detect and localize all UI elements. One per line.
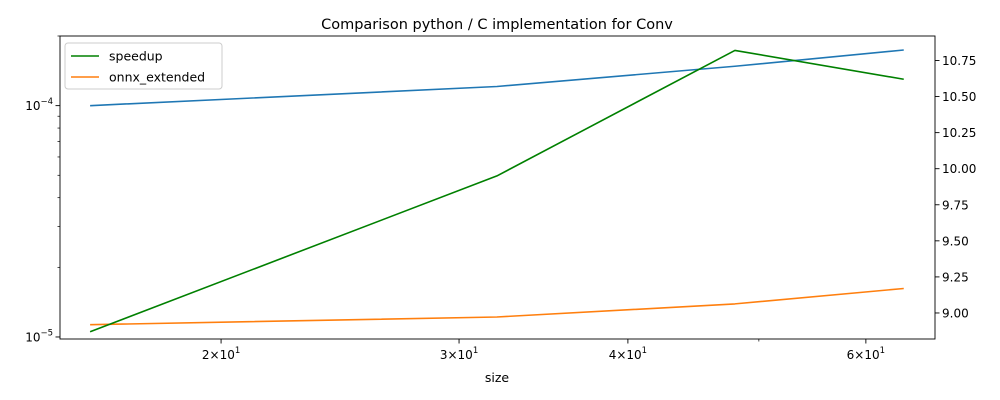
x-tick-label-exp: 1	[642, 346, 647, 356]
x-tick-label: 3×101	[440, 346, 478, 362]
x-tick-label-base: 3×10	[440, 348, 473, 362]
right-tick-label: 9.00	[942, 306, 969, 320]
x-tick-label-base: 6×10	[847, 348, 880, 362]
x-tick-label-exp: 1	[880, 346, 885, 356]
x-tick-label: 2×101	[202, 346, 240, 362]
x-tick-label: 6×101	[847, 346, 885, 362]
right-tick-label: 9.25	[942, 270, 969, 284]
series-layer	[89, 49, 904, 333]
x-tick-label: 4×101	[609, 346, 647, 362]
right-tick-label: 10.50	[942, 90, 976, 104]
right-tick-label: 9.75	[942, 198, 969, 212]
series-line-0	[90, 49, 904, 107]
plot-frame	[59, 35, 936, 340]
chart-title: Comparison python / C implementation for…	[321, 17, 673, 33]
right-tick-label: 10.00	[942, 162, 976, 176]
legend-label: onnx_extended	[109, 70, 205, 85]
series-line-1	[90, 287, 904, 326]
x-tick-label-base: 2×10	[202, 348, 235, 362]
legend: speedup onnx_extended	[64, 42, 223, 90]
x-tick-label-exp: 1	[473, 346, 478, 356]
right-tick-label: 9.50	[942, 234, 969, 248]
series-line-2	[89, 49, 904, 333]
axes-layer: 2×101 3×101 4×101 6×10110−410−59.009.259.50…	[25, 35, 976, 362]
left-tick-label-base: 10	[25, 99, 40, 113]
left-tick-label: 10−4	[25, 97, 53, 113]
left-tick-label: 10−5	[25, 328, 53, 344]
x-tick-label-exp: 1	[235, 346, 240, 356]
x-tick-label-base: 4×10	[609, 348, 642, 362]
right-tick-label: 10.75	[942, 54, 976, 68]
left-tick-label-base: 10	[25, 330, 40, 344]
legend-box	[64, 42, 223, 90]
right-tick-label: 10.25	[942, 126, 976, 140]
left-tick-label-exp: −5	[40, 328, 53, 338]
left-tick-label-exp: −4	[40, 97, 53, 107]
x-axis-label: size	[485, 370, 510, 385]
legend-label: speedup	[109, 49, 163, 64]
